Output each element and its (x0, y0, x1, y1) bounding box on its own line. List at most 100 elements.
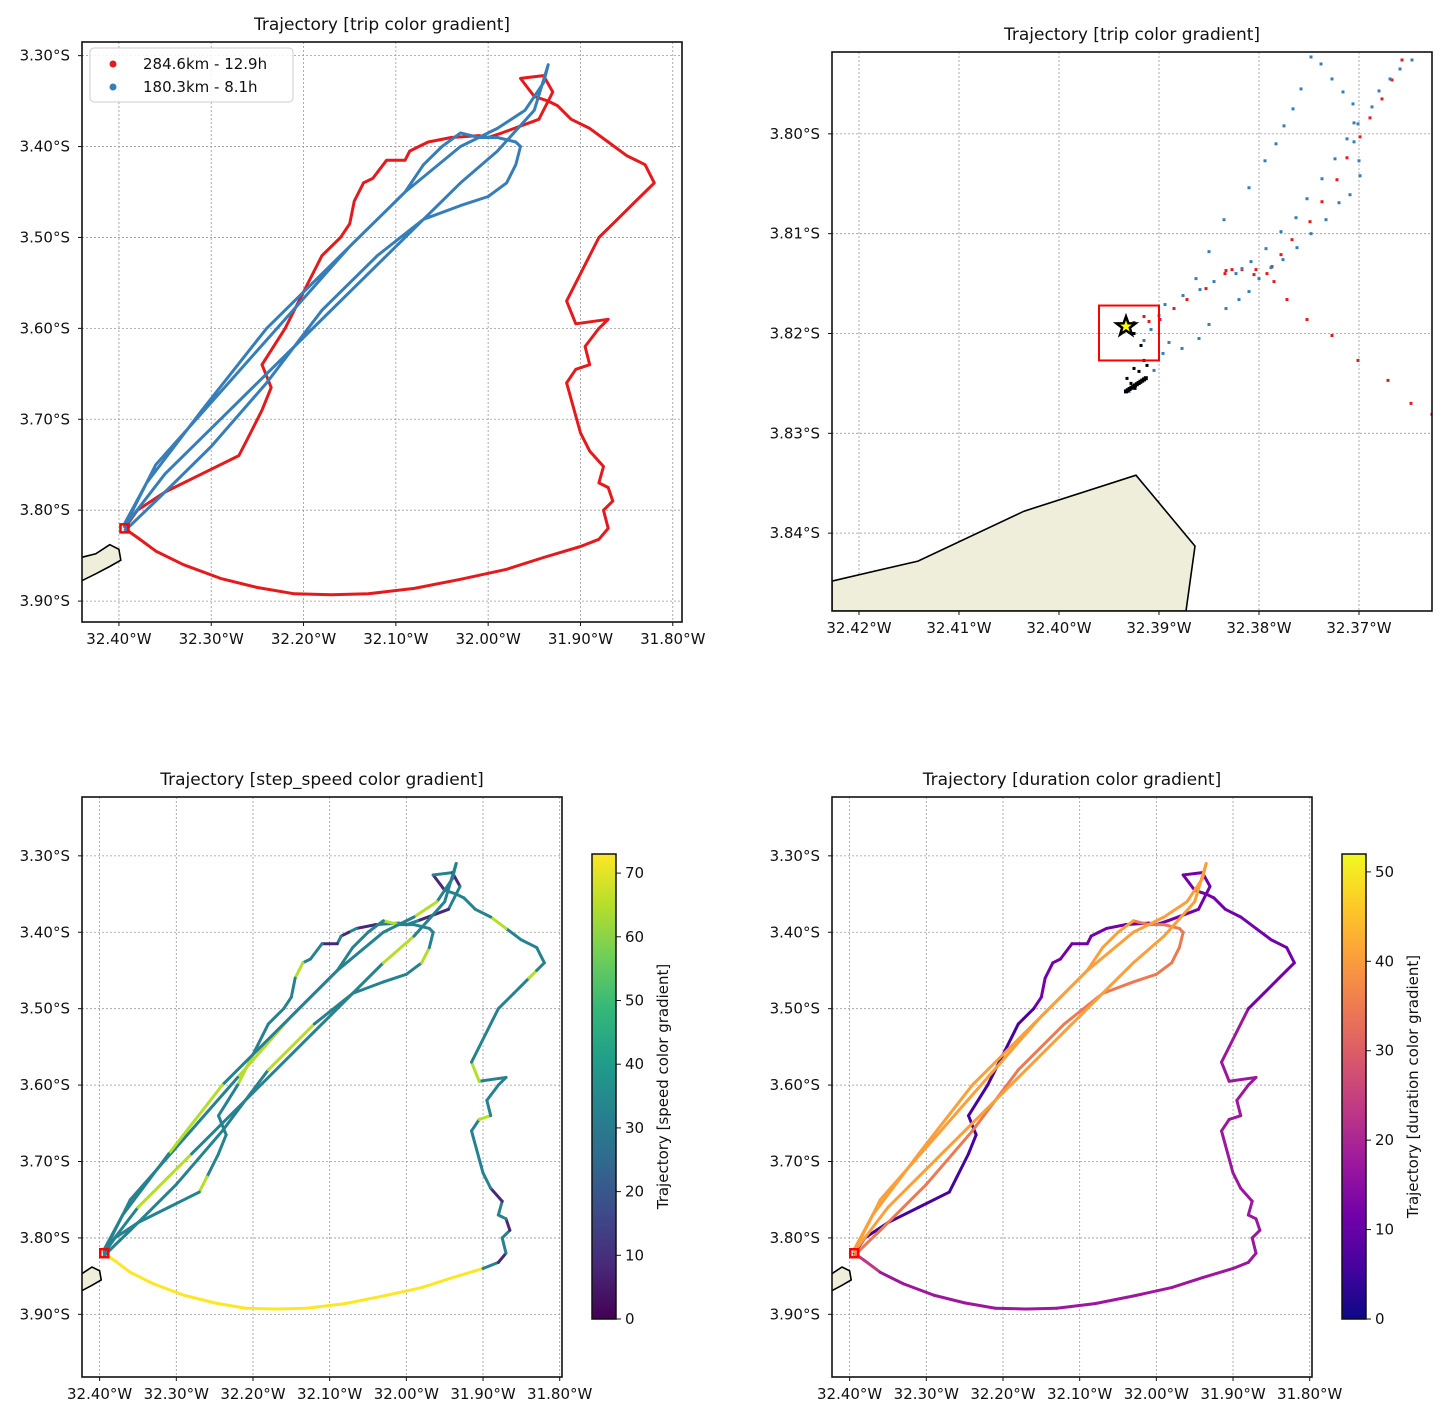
trajectory-segment (1085, 930, 1135, 972)
legend-label: 284.6km - 12.9h (143, 55, 267, 73)
trajectory-segment (1181, 873, 1197, 892)
trajectory-segment (220, 1022, 286, 1087)
start-marker (119, 523, 130, 534)
trajectory-segment (886, 1205, 921, 1225)
trajectory-segment (955, 1152, 970, 1179)
land-polygon (82, 1266, 103, 1292)
trajectory-segment (381, 1286, 424, 1298)
data-point (1279, 253, 1283, 257)
colorbar-tick-label: 20 (1375, 1131, 1394, 1149)
trajectory-segment (251, 1030, 316, 1095)
y-tick-label: 3.30°S (20, 47, 70, 65)
trajectory-segment (381, 934, 416, 965)
trajectory-segment (477, 1075, 508, 1083)
x-tick-label: 32.38°W (1226, 619, 1291, 637)
data-point (1167, 340, 1171, 344)
data-point (1309, 232, 1313, 236)
trajectory-segment (308, 942, 324, 961)
trajectory-segment (213, 1301, 247, 1310)
x-tick-label: 31.80°W (640, 630, 705, 648)
x-tick-label: 32.40°W (67, 1385, 132, 1403)
y-tick-label: 3.40°S (20, 138, 70, 156)
data-point (1224, 269, 1228, 273)
trajectory-segment (450, 861, 458, 881)
data-point (1222, 218, 1226, 222)
x-tick-label: 32.30°W (144, 1385, 209, 1403)
trajectory-segment (305, 1302, 347, 1310)
data-point (1223, 272, 1227, 276)
data-point (1142, 315, 1146, 319)
colorbar: 0 10 20 30 40 50 Trajectory [duration color gr… (1341, 853, 1422, 1328)
legend-label: 180.3km - 8.1h (143, 78, 258, 96)
axes-frame (81, 41, 683, 623)
data-point (1294, 216, 1298, 220)
trajectory-segment (404, 961, 424, 976)
data-point (1357, 159, 1361, 163)
trajectory-segment (1254, 926, 1273, 942)
trajectory-segment (282, 995, 293, 1011)
trajectory-segment (113, 1259, 132, 1274)
trajectory-segment (1239, 1186, 1254, 1203)
trajectory-segment (167, 1083, 224, 1156)
trajectory-segment (1223, 907, 1243, 919)
data-point (1237, 298, 1241, 302)
y-tick-label: 3.80°S (20, 501, 70, 519)
legend: 284.6km - 12.9h 180.3km - 8.1h (89, 47, 294, 103)
trajectory-segment (535, 961, 546, 972)
y-tick-label: 3.40°S (20, 923, 70, 941)
trajectory-segment (431, 873, 447, 892)
trajectory-segment (1250, 1228, 1262, 1240)
trajectory-segment (1250, 1236, 1258, 1255)
trajectory-segment (216, 1083, 240, 1118)
trajectory-segment (1032, 968, 1089, 1026)
data-point (1163, 303, 1167, 307)
colorbar-tick-label: 30 (625, 1119, 644, 1137)
y-tick-label: 3.40°S (770, 923, 820, 941)
axes-frame (831, 796, 1313, 1378)
colorbar-tick-label: 30 (1375, 1042, 1394, 1060)
trajectory-segment (1200, 861, 1208, 881)
data-point (1194, 277, 1198, 281)
trajectory-segment (1200, 1266, 1235, 1280)
x-tick-label: 32.20°W (970, 1385, 1035, 1403)
trajectory-segment (1039, 976, 1047, 999)
trajectory-segment (381, 972, 408, 984)
trajectory-line-1 (123, 74, 656, 597)
colorbar-tick-label: 70 (625, 864, 644, 882)
trajectory-segment (966, 1083, 990, 1118)
data-point (1400, 58, 1404, 62)
trajectory-segment (381, 915, 416, 934)
data-point (1197, 336, 1201, 340)
data-point (1330, 77, 1334, 81)
colorbar-tick-label: 0 (1375, 1310, 1385, 1328)
axes-frame (81, 796, 563, 1378)
trajectory-segment (504, 1217, 512, 1232)
trajectory-segment (312, 984, 362, 1034)
y-tick-label: 3.84°S (770, 524, 820, 542)
trajectory-segment (1116, 919, 1135, 934)
trajectory-segment (190, 1091, 255, 1156)
x-tick-label: 32.10°W (363, 630, 428, 648)
colorbar-tick-label: 0 (625, 1310, 635, 1328)
panel-trip-zoom: 32.42°W 32.41°W 32.40°W 32.39°W 32.38°W 32.37… (770, 25, 1433, 637)
data-point (1263, 159, 1267, 163)
trajectory-segment (1227, 1075, 1258, 1083)
colorbar: 0 10 20 30 40 50 60 70 Trajectory [speed color g… (591, 853, 672, 1328)
trajectory-segment (1285, 946, 1296, 965)
data-point (1370, 105, 1374, 109)
data-point (1132, 366, 1136, 370)
data-point (1285, 298, 1289, 302)
trajectory-segment (470, 1060, 481, 1083)
trajectory-segment (121, 1152, 171, 1217)
trajectory-segment (1170, 1276, 1204, 1290)
data-point (1279, 230, 1283, 234)
trajectory-segment (963, 1301, 997, 1310)
trajectory-segment (500, 1228, 512, 1240)
data-point (1380, 97, 1384, 101)
y-tick-label: 3.30°S (20, 847, 70, 865)
data-point (1309, 55, 1313, 59)
trajectory-segment (351, 930, 370, 950)
trajectory-segment (1220, 1045, 1231, 1064)
data-point (1335, 178, 1339, 182)
trajectory-segment (128, 1270, 155, 1286)
